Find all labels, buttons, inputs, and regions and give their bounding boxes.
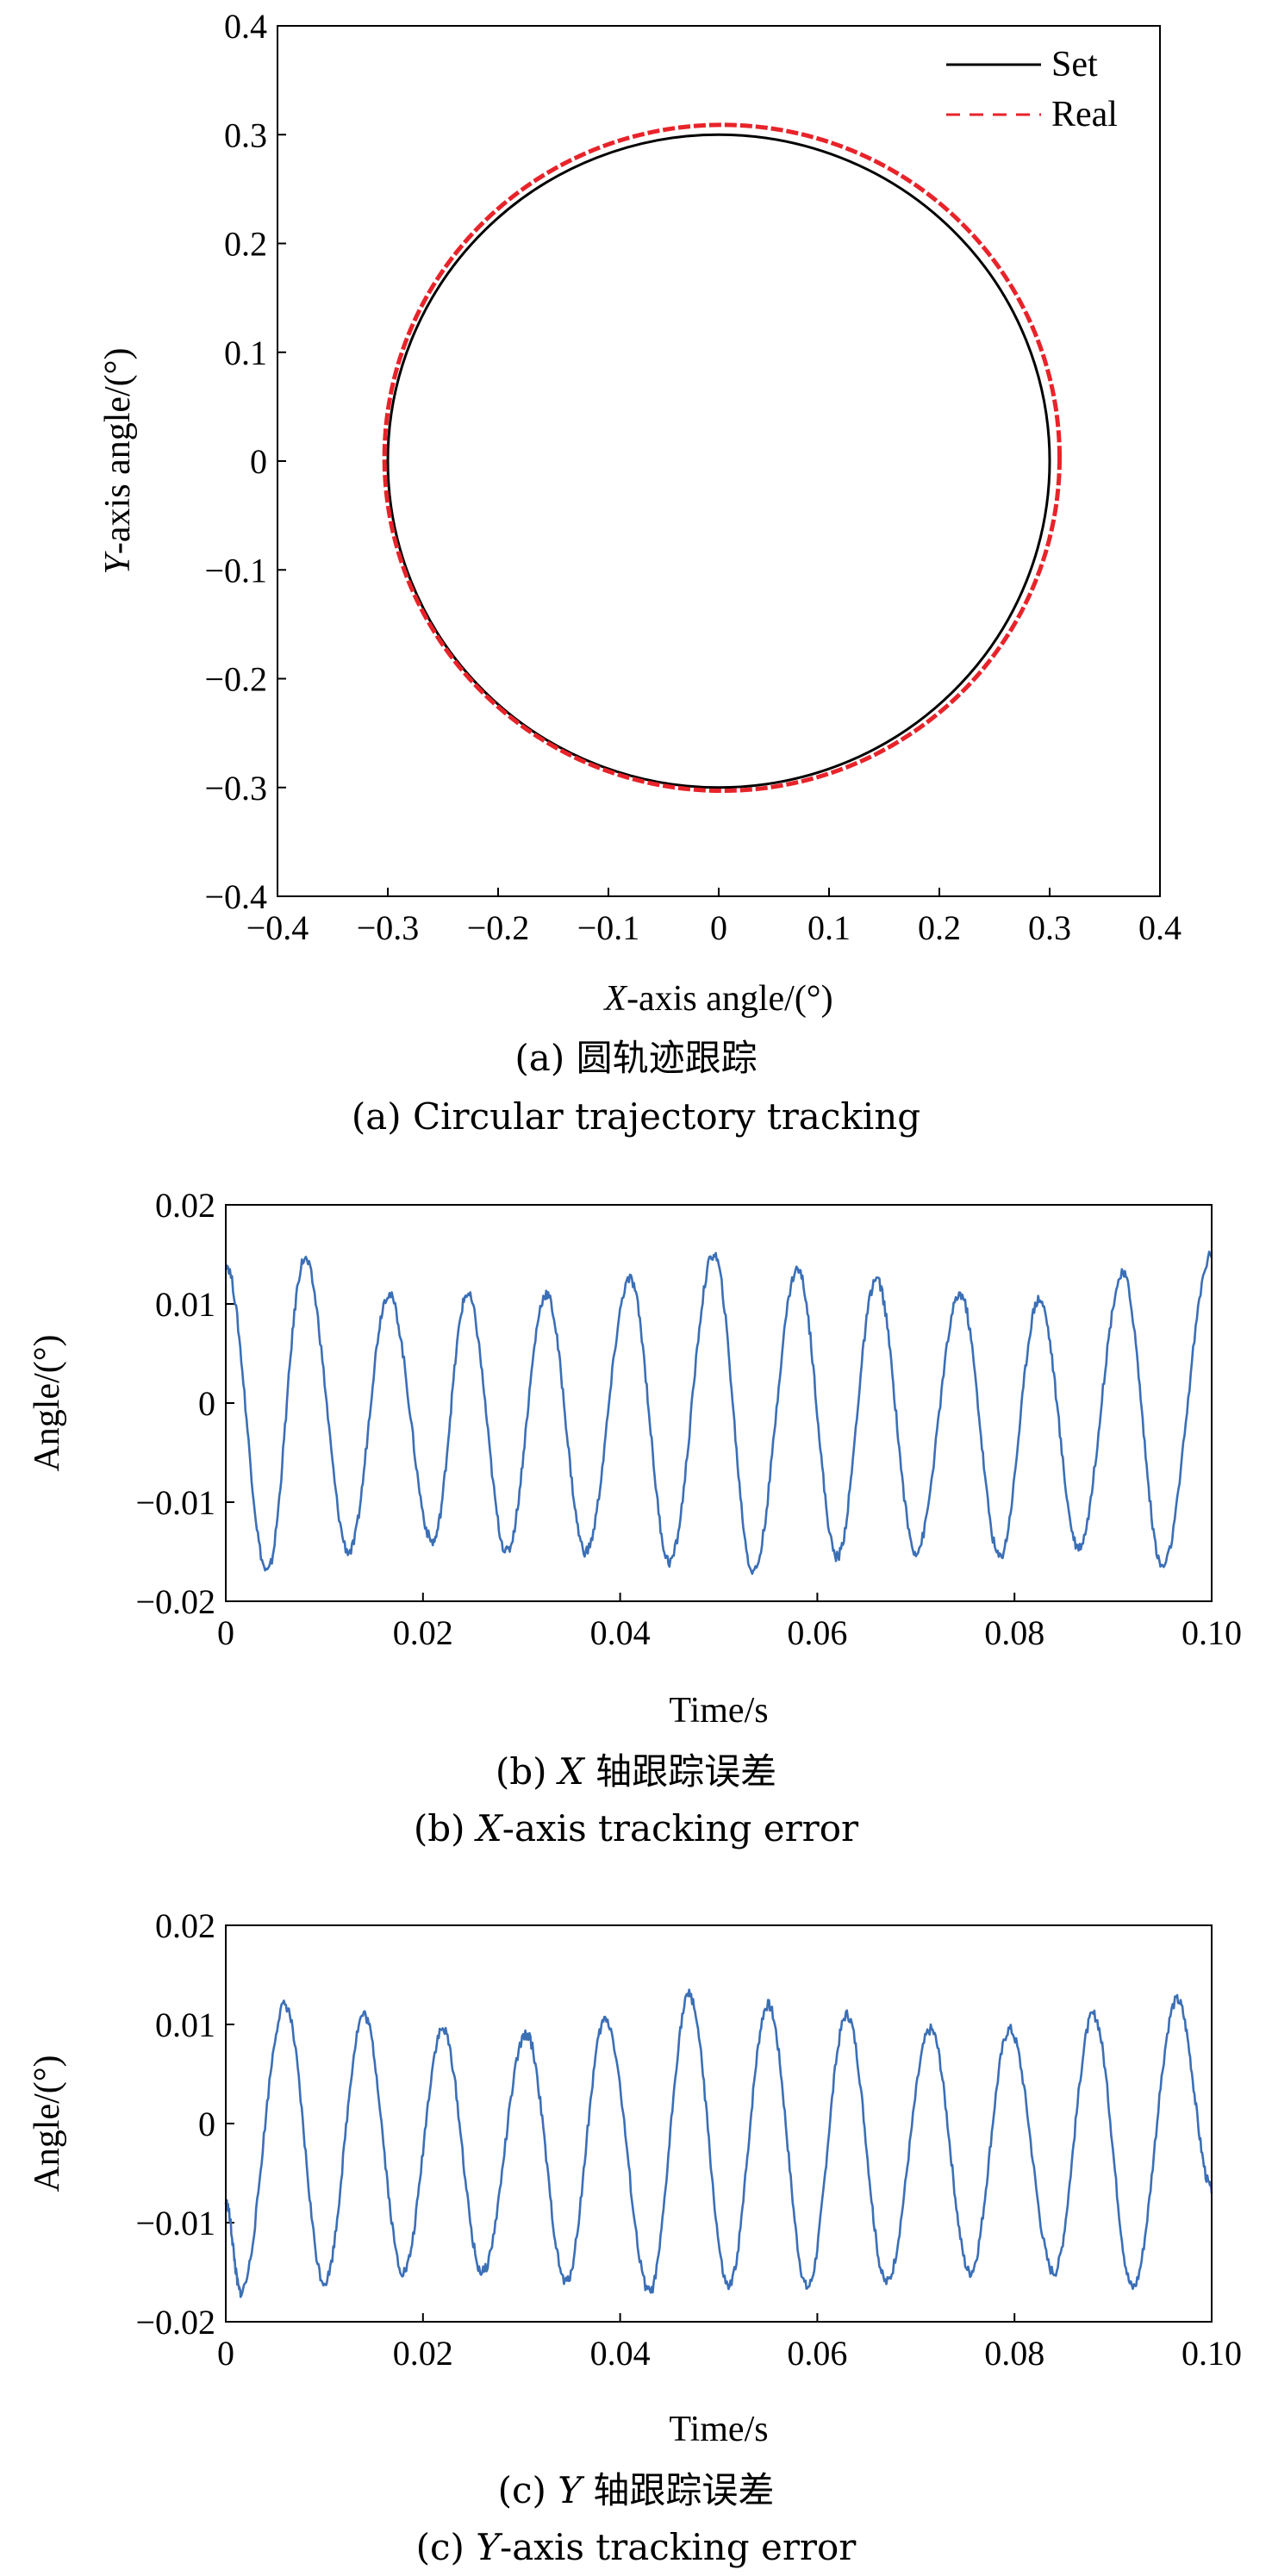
panel-b-y-tick-label: 0 (198, 1384, 215, 1423)
panel-a-x-tick-label: 0.3 (1028, 908, 1071, 947)
panel-b-x-tick-label: 0.10 (1182, 1613, 1242, 1652)
panel-c-caption-en: (c) Y-axis tracking error (416, 2526, 857, 2568)
panel-c-x-tick-label: 0.04 (590, 2334, 651, 2373)
panel-c-x-tick-label: 0.10 (1182, 2334, 1242, 2373)
panel-b-error-line (224, 1251, 1213, 1575)
panel-b-x-tick-label: 0.08 (984, 1613, 1044, 1652)
panel-c-y-tick-label: −0.01 (135, 2204, 215, 2242)
panel-a-caption-en: (a) Circular trajectory tracking (352, 1095, 920, 1138)
panel-b-tick-labels: 0 0.02 0.04 0.06 0.08 0.10 0.02 0.01 0 −0.01 −0.02 (135, 1186, 1242, 1652)
panel-b-y-tick-label: −0.01 (135, 1483, 215, 1522)
panel-a-plot-frame (277, 25, 1161, 897)
panel-b-y-tick-label: −0.02 (135, 1582, 215, 1621)
series-real-circle (382, 122, 1063, 794)
panel-a-y-tick-label: 0.4 (224, 7, 267, 46)
panel-c-y-tick-label: 0.01 (155, 2005, 215, 2044)
panel-c-y-axis-error: 0 0.02 0.04 0.06 0.08 0.10 0.02 0.01 0 −0.01 −0.02… (28, 1906, 1242, 2568)
panel-b-y-axis-label: Angle/(°) (28, 1334, 67, 1471)
panel-c-y-tick-label: −0.02 (135, 2303, 215, 2342)
panel-a-x-axis-label: X-axis angle/(°) (602, 979, 832, 1019)
panel-c-x-axis-label: Time/s (669, 2410, 768, 2449)
legend-label-real: Real (1051, 95, 1118, 134)
panel-c-y-axis-label: Angle/(°) (28, 2055, 67, 2192)
panel-a-y-tick-label: −0.3 (204, 769, 267, 808)
panel-a-y-tick-label: 0 (250, 442, 267, 481)
panel-a-caption-cn: (a) 圆轨迹跟踪 (514, 1037, 757, 1079)
panel-c-x-tick-label: 0.06 (787, 2334, 847, 2373)
panel-a-x-tick-label: −0.4 (246, 908, 309, 947)
panel-a-y-axis-label: Y-axis angle/(°) (98, 348, 138, 575)
panel-c-x-tick-label: 0.02 (393, 2334, 453, 2373)
panel-b-caption-cn: (b) X 轴跟踪误差 (496, 1750, 776, 1793)
panel-a-x-tick-label: 0.1 (807, 908, 851, 947)
panel-b-series (224, 1251, 1213, 1575)
panel-a-x-tick-label: −0.2 (467, 908, 530, 947)
panel-a-x-tick-label: 0.2 (918, 908, 961, 947)
panel-a-x-tick-label: 0.4 (1138, 908, 1182, 947)
panel-a-y-tick-label: −0.4 (204, 877, 267, 916)
panel-a-y-tick-label: 0.1 (224, 334, 267, 372)
panel-a-ticks (277, 25, 1161, 897)
panel-c-caption-cn: (c) Y 轴跟踪误差 (498, 2469, 775, 2511)
panel-a-x-tick-label: −0.1 (577, 908, 640, 947)
panel-c-ticks (225, 1924, 1213, 2323)
panel-a-legend: Set Real (946, 45, 1118, 134)
panel-c-plot-frame (225, 1924, 1213, 2323)
panel-a-tick-labels: −0.4 −0.3 −0.2 −0.1 0 0.1 0.2 0.3 0.4 0.4 0.3 0.2 0.… (204, 7, 1182, 947)
panel-a-circular-trajectory: −0.4 −0.3 −0.2 −0.1 0 0.1 0.2 0.3 0.4 0.4 0.3 0.2 0.… (98, 7, 1182, 1138)
panel-b-y-tick-label: 0.01 (155, 1285, 215, 1324)
panel-b-x-tick-label: 0.02 (393, 1613, 453, 1652)
legend-label-set: Set (1051, 45, 1098, 84)
panel-a-y-tick-label: −0.1 (204, 551, 267, 589)
panel-b-x-axis-label: Time/s (669, 1691, 768, 1731)
panel-b-caption-en: (b) X-axis tracking error (414, 1807, 859, 1849)
panel-a-series (382, 122, 1063, 794)
panel-c-x-tick-label: 0 (217, 2334, 234, 2373)
panel-b-x-tick-label: 0.04 (590, 1613, 651, 1652)
panel-a-x-tick-label: 0 (710, 908, 727, 947)
panel-b-x-tick-label: 0.06 (787, 1613, 847, 1652)
panel-c-x-tick-label: 0.08 (984, 2334, 1044, 2373)
panel-c-y-tick-label: 0 (198, 2105, 215, 2143)
panel-b-y-tick-label: 0.02 (155, 1186, 215, 1225)
panel-a-y-tick-label: 0.2 (224, 225, 267, 264)
panel-a-x-tick-label: −0.3 (357, 908, 420, 947)
panel-b-x-axis-error: 0 0.02 0.04 0.06 0.08 0.10 0.02 0.01 0 −0.01 −0.02… (28, 1186, 1242, 1849)
panel-c-error-line (224, 1988, 1213, 2298)
panel-c-tick-labels: 0 0.02 0.04 0.06 0.08 0.10 0.02 0.01 0 −0.01 −0.02 (135, 1906, 1242, 2373)
panel-a-y-tick-label: 0.3 (224, 115, 267, 154)
panel-b-plot-frame (225, 1204, 1213, 1602)
panel-a-y-tick-label: −0.2 (204, 660, 267, 699)
panel-b-x-tick-label: 0 (217, 1613, 234, 1652)
panel-c-series (224, 1988, 1213, 2298)
panel-c-y-tick-label: 0.02 (155, 1906, 215, 1945)
series-set-circle (386, 133, 1051, 789)
